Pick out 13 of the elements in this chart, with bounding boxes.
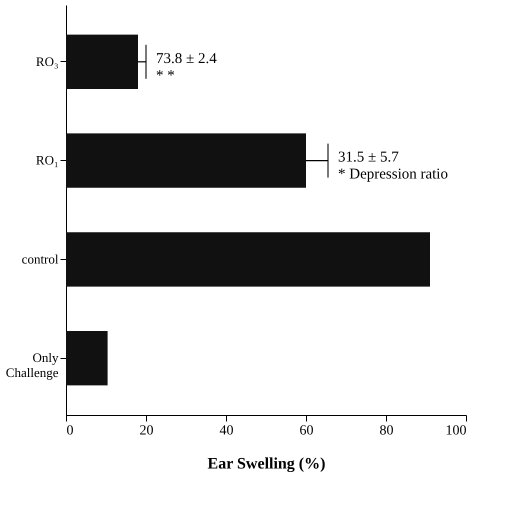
x-tick-label: 60 — [300, 424, 314, 438]
y-tick-label: RO₃ — [36, 54, 58, 69]
x-tick-label: 20 — [140, 424, 154, 438]
y-tick-label: Only Challenge — [6, 350, 59, 380]
annotation: 73.8 ± 2.4 * * — [156, 50, 218, 84]
y-tick-label: control — [22, 251, 59, 266]
x-axis-title: Ear Swelling (%) — [208, 456, 326, 472]
annotation: 31.5 ± 5.7 * Depression ratio — [338, 150, 448, 183]
x-tick-label: 40 — [220, 424, 234, 438]
x-tick-label: 100 — [446, 424, 466, 438]
x-tick-label: 0 — [66, 424, 74, 438]
x-tick-label: 80 — [380, 424, 394, 438]
y-tick-label: RO₁ — [36, 152, 58, 168]
